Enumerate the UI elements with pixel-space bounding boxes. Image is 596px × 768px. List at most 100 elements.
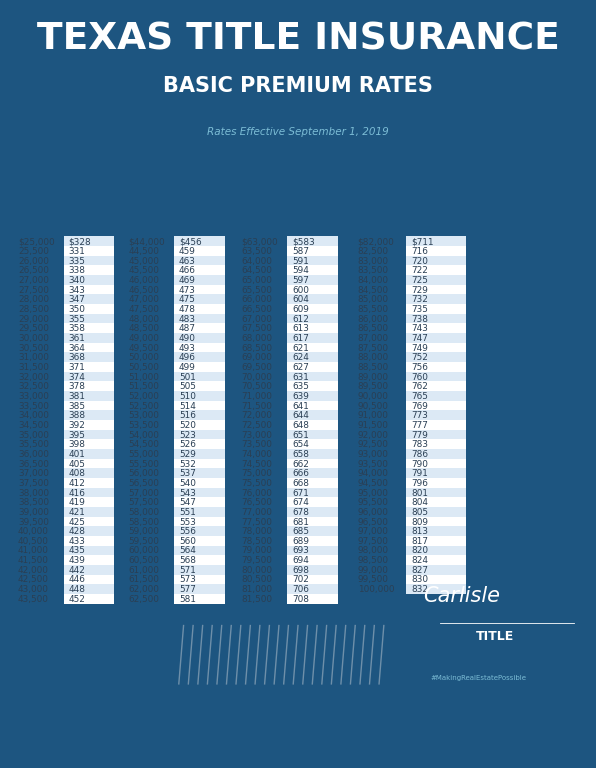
Text: 573: 573 — [179, 575, 195, 584]
Text: 594: 594 — [292, 266, 309, 275]
Bar — [406, 429, 466, 439]
Text: 475: 475 — [179, 295, 195, 304]
Text: 361: 361 — [69, 334, 85, 343]
Text: 378: 378 — [69, 382, 86, 391]
Bar — [406, 246, 466, 256]
Text: 487: 487 — [179, 324, 196, 333]
Text: 732: 732 — [411, 295, 428, 304]
Text: 71,000: 71,000 — [241, 392, 272, 401]
Text: 52,500: 52,500 — [128, 402, 159, 411]
Text: INCLUDING: INCLUDING — [358, 207, 411, 217]
Text: 398: 398 — [69, 440, 86, 449]
Bar — [287, 391, 338, 401]
Text: 371: 371 — [69, 362, 85, 372]
Text: 331: 331 — [69, 247, 85, 256]
Text: 448: 448 — [69, 585, 86, 594]
Text: 98,000: 98,000 — [358, 547, 389, 555]
Text: 773: 773 — [411, 411, 428, 420]
Text: 67,500: 67,500 — [241, 324, 272, 333]
Text: 820: 820 — [411, 547, 429, 555]
Text: 720: 720 — [411, 257, 428, 266]
Text: 32,500: 32,500 — [18, 382, 49, 391]
Text: 813: 813 — [411, 527, 429, 536]
Text: 722: 722 — [411, 266, 428, 275]
Bar — [287, 381, 338, 391]
Bar — [64, 294, 114, 304]
Bar — [174, 517, 225, 526]
Text: 804: 804 — [411, 498, 429, 507]
Bar — [64, 449, 114, 458]
Text: 95,000: 95,000 — [358, 488, 389, 498]
Text: 490: 490 — [179, 334, 195, 343]
Text: 439: 439 — [69, 556, 85, 565]
Text: 40,500: 40,500 — [18, 537, 49, 546]
Bar — [406, 381, 466, 391]
Bar — [64, 343, 114, 353]
Text: 36,500: 36,500 — [18, 459, 49, 468]
Text: 340: 340 — [69, 276, 85, 285]
Text: TITLE: TITLE — [476, 630, 514, 643]
Bar — [174, 429, 225, 439]
Text: 817: 817 — [411, 537, 429, 546]
Text: 59,000: 59,000 — [128, 527, 159, 536]
Text: 85,000: 85,000 — [358, 295, 389, 304]
Bar — [287, 497, 338, 507]
Text: 463: 463 — [179, 257, 195, 266]
Text: 69,000: 69,000 — [241, 353, 272, 362]
Bar — [287, 323, 338, 333]
Text: 335: 335 — [69, 257, 85, 266]
Text: INCLUDING: INCLUDING — [128, 207, 181, 217]
Text: 53,000: 53,000 — [128, 411, 159, 420]
Bar — [287, 517, 338, 526]
Bar — [287, 246, 338, 256]
Text: 604: 604 — [292, 295, 309, 304]
Bar — [174, 304, 225, 313]
Text: 708: 708 — [292, 595, 309, 604]
Bar — [174, 526, 225, 536]
Text: 70,500: 70,500 — [241, 382, 272, 391]
Bar — [64, 313, 114, 323]
Bar — [406, 574, 466, 584]
Text: 100,000: 100,000 — [358, 585, 394, 594]
Text: 92,500: 92,500 — [358, 440, 389, 449]
Text: 560: 560 — [179, 537, 195, 546]
Text: 543: 543 — [179, 488, 195, 498]
Bar — [287, 545, 338, 555]
Text: 639: 639 — [292, 392, 309, 401]
Text: 85,500: 85,500 — [358, 305, 389, 314]
Text: 93,000: 93,000 — [358, 450, 389, 458]
Text: $25,000: $25,000 — [18, 237, 54, 247]
Bar — [174, 237, 225, 246]
Text: BASIC PREMIUM RATES: BASIC PREMIUM RATES — [163, 76, 433, 96]
Bar — [64, 439, 114, 449]
Text: 416: 416 — [69, 488, 85, 498]
Text: 92,000: 92,000 — [358, 431, 389, 439]
Text: 82,500: 82,500 — [358, 247, 389, 256]
Text: 729: 729 — [411, 286, 428, 295]
Text: 796: 796 — [411, 479, 428, 488]
Bar — [64, 468, 114, 478]
Text: 469: 469 — [179, 276, 195, 285]
Text: 45,500: 45,500 — [128, 266, 159, 275]
Text: 99,500: 99,500 — [358, 575, 389, 584]
Text: 99,000: 99,000 — [358, 566, 389, 574]
Bar — [174, 536, 225, 545]
Text: 86,500: 86,500 — [358, 324, 389, 333]
Text: 87,000: 87,000 — [358, 334, 389, 343]
Text: POLICIES: POLICIES — [358, 172, 401, 181]
Text: 76,500: 76,500 — [241, 498, 272, 507]
Text: 68,000: 68,000 — [241, 334, 272, 343]
Text: 374: 374 — [69, 372, 85, 382]
Text: 83,000: 83,000 — [358, 257, 389, 266]
Text: 743: 743 — [411, 324, 428, 333]
Text: 452: 452 — [69, 595, 85, 604]
Bar — [64, 237, 114, 246]
Text: 50,500: 50,500 — [128, 362, 159, 372]
Text: 760: 760 — [411, 372, 428, 382]
Bar — [287, 313, 338, 323]
Text: 37,000: 37,000 — [18, 469, 49, 478]
Text: 597: 597 — [292, 276, 309, 285]
Bar — [64, 517, 114, 526]
Text: 428: 428 — [69, 527, 86, 536]
Text: 90,000: 90,000 — [358, 392, 389, 401]
